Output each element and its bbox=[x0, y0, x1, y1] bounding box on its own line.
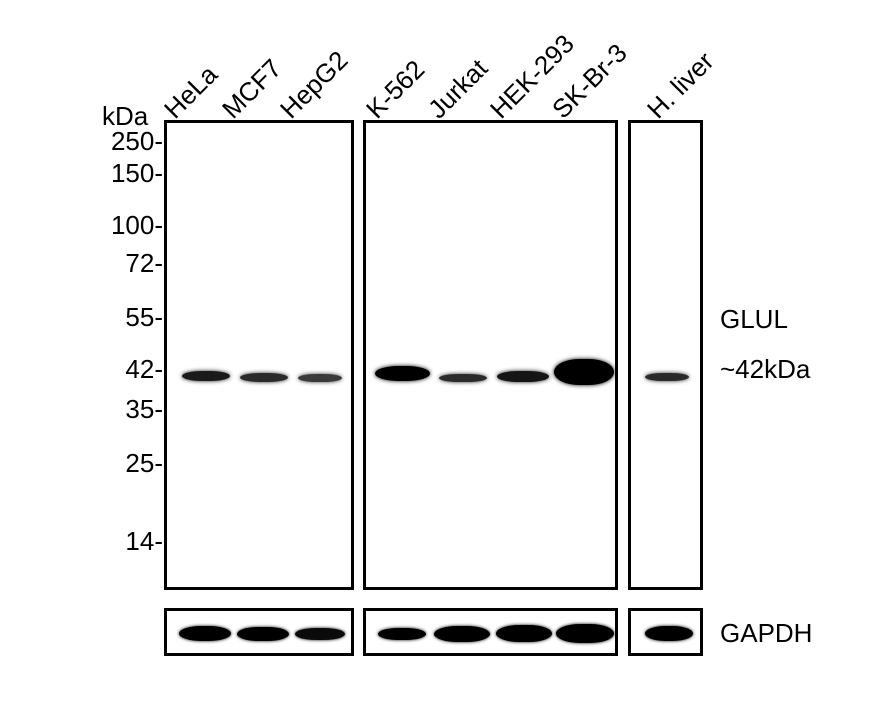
lane-label: Jurkat bbox=[422, 53, 494, 125]
blot-band bbox=[375, 366, 430, 381]
marker-label: 55- bbox=[125, 302, 163, 333]
target-protein-label: GLUL bbox=[720, 304, 788, 335]
gapdh-band bbox=[645, 626, 693, 641]
marker-label: 100- bbox=[111, 210, 163, 241]
panel-gapdh-1 bbox=[164, 608, 354, 656]
gapdh-band bbox=[237, 627, 289, 641]
blot-band bbox=[182, 371, 230, 381]
lane-label: MCF7 bbox=[216, 53, 288, 125]
gapdh-band bbox=[378, 628, 426, 640]
marker-label: 14- bbox=[125, 526, 163, 557]
blot-band bbox=[554, 359, 614, 385]
panel-main-1 bbox=[164, 120, 354, 590]
blot-band bbox=[645, 373, 689, 381]
panel-main-2 bbox=[363, 120, 618, 590]
marker-label: 150- bbox=[111, 158, 163, 189]
observed-mw-label: ~42kDa bbox=[720, 354, 810, 385]
lane-label: HepG2 bbox=[274, 45, 354, 125]
lane-label: HeLa bbox=[158, 59, 224, 125]
gapdh-band bbox=[496, 625, 552, 642]
panel-gapdh-2 bbox=[363, 608, 618, 656]
marker-label: 72- bbox=[125, 248, 163, 279]
gapdh-band bbox=[434, 626, 490, 642]
gapdh-band bbox=[556, 624, 614, 643]
marker-label: 25- bbox=[125, 448, 163, 479]
blot-band bbox=[497, 371, 549, 382]
western-blot-figure: { "figure": { "width": 888, "height": 71… bbox=[0, 0, 888, 711]
panel-gapdh-3 bbox=[628, 608, 703, 656]
panel-main-3 bbox=[628, 120, 703, 590]
lane-label: K-562 bbox=[360, 54, 431, 125]
marker-label: 42- bbox=[125, 354, 163, 385]
blot-band bbox=[298, 374, 342, 382]
blot-band bbox=[439, 374, 487, 382]
marker-label: 35- bbox=[125, 394, 163, 425]
blot-band bbox=[240, 373, 288, 382]
loading-control-label: GAPDH bbox=[720, 618, 812, 649]
gapdh-band bbox=[179, 626, 231, 641]
marker-label: 250- bbox=[111, 126, 163, 157]
gapdh-band bbox=[295, 628, 345, 640]
lane-label: H. liver bbox=[641, 46, 720, 125]
